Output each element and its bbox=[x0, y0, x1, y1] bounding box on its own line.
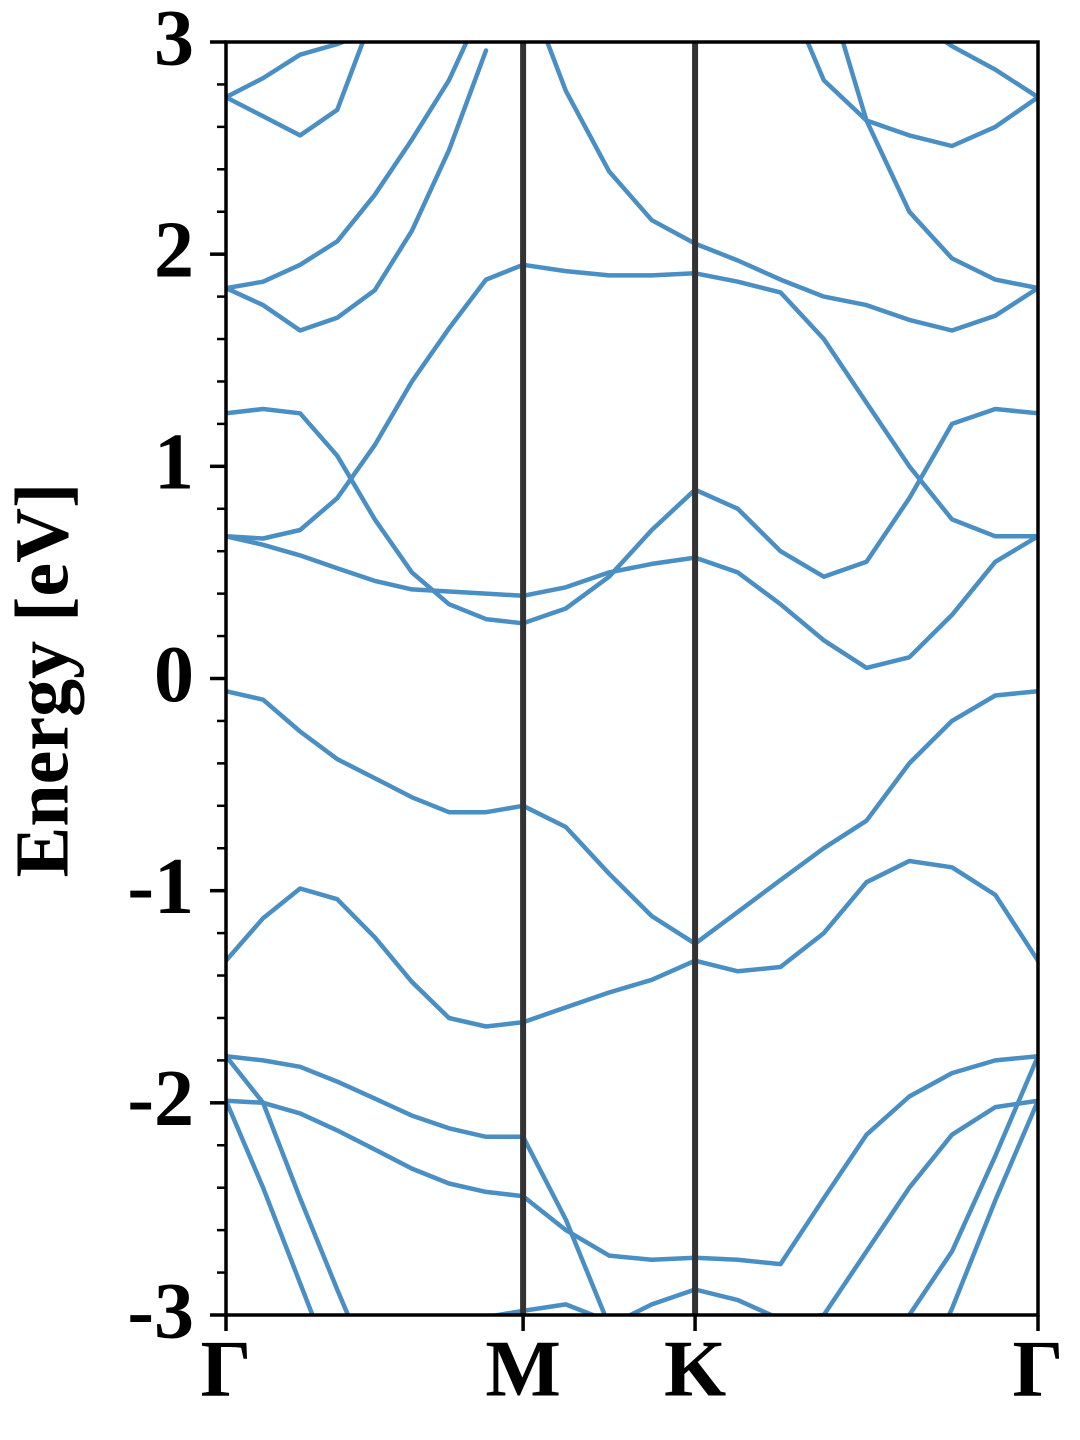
y-tick-label: 3 bbox=[154, 0, 194, 82]
band-line bbox=[226, 48, 489, 333]
band-line bbox=[226, 688, 1038, 946]
plot-area bbox=[226, 42, 1038, 1315]
y-tick-label: -3 bbox=[127, 1267, 194, 1355]
band-line bbox=[485, 1302, 599, 1315]
band-line bbox=[840, 42, 1038, 291]
plot-frame bbox=[224, 40, 1040, 1317]
band-line bbox=[226, 1098, 1038, 1315]
band-line bbox=[226, 42, 1038, 100]
band-line bbox=[226, 858, 1038, 1029]
y-tick-label: 1 bbox=[154, 419, 194, 507]
x-tick-label: M bbox=[485, 1325, 561, 1413]
band-line bbox=[226, 406, 1038, 626]
band-line bbox=[226, 1053, 1038, 1315]
band-line bbox=[544, 42, 1038, 333]
x-tick-label: Γ bbox=[201, 1325, 252, 1413]
x-tick-label: Γ bbox=[1013, 1325, 1064, 1413]
y-tick-label: 0 bbox=[154, 631, 194, 719]
band-line bbox=[226, 42, 1038, 149]
x-tick-label: K bbox=[664, 1325, 726, 1413]
band-line bbox=[226, 534, 1038, 671]
band-line bbox=[226, 1053, 1038, 1315]
band-line bbox=[226, 1053, 1038, 1267]
y-tick-label: -2 bbox=[127, 1055, 194, 1143]
band-line bbox=[226, 262, 1038, 541]
y-axis-label: Energy [eV] bbox=[0, 483, 84, 878]
y-tick-label: 2 bbox=[154, 207, 194, 295]
y-tick-label: -1 bbox=[127, 843, 194, 931]
band-line bbox=[226, 42, 470, 291]
